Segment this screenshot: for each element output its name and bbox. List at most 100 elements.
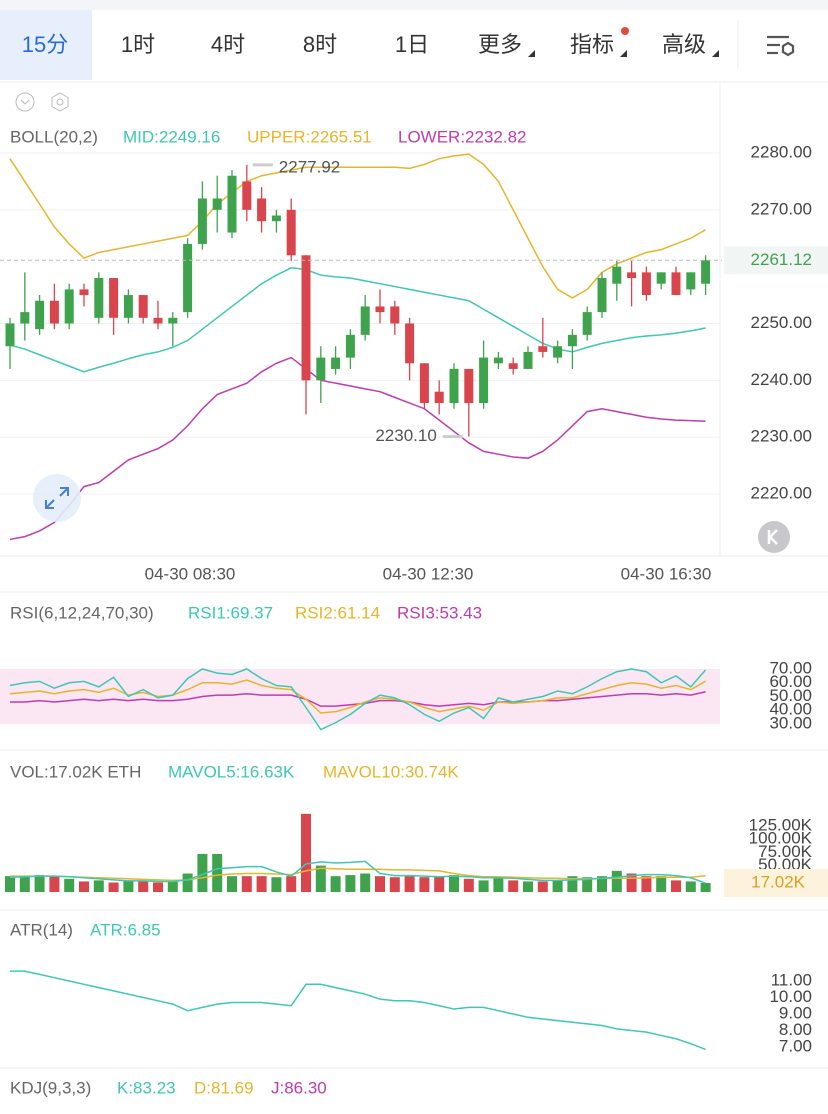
candle-body [168,317,178,324]
volume-bar [5,876,15,892]
indicator-label: LOWER:2232.82 [398,127,527,146]
volume-bar [241,876,252,892]
candle-body [538,346,548,352]
volume-bar [212,853,223,892]
candle-body [597,278,607,313]
settings-hex-dot [56,98,64,106]
candle-body [257,198,267,222]
last-price-box [724,246,828,275]
settings-icon[interactable] [767,35,795,57]
volume-bar [656,876,667,892]
tab[interactable]: 高级 [662,32,706,57]
volume-bar [123,880,134,892]
y-tick-label: 60.00 [769,672,812,691]
indicator-label: RSI(6,12,24,70,30) [10,603,154,622]
volume-bar [375,876,385,892]
y-tick-label: 2270.00 [751,199,812,218]
candle-body [301,255,311,381]
lower-band [9,356,706,541]
time-label: 04-30 12:30 [383,564,474,583]
candle-body [123,295,133,318]
volume-bar [523,881,533,892]
candle-body [49,300,59,324]
candle-body [271,215,281,222]
volume-bar [167,880,178,892]
candle-body [523,351,533,369]
tab[interactable]: 指标 [570,32,614,57]
y-tick-label: 70.00 [769,658,812,677]
volume-bar [597,876,607,892]
candle-body [508,363,518,369]
dropdown-arrow [712,50,719,57]
indicator-label: ATR:6.85 [90,920,161,939]
volume-bar [434,876,445,892]
candle-body [671,272,681,296]
y-tick-label: 30.00 [769,713,812,732]
candle-body [35,300,45,330]
candle-body [553,346,563,358]
volume-bar [315,865,326,892]
expand-button[interactable] [33,474,81,522]
volume-bar [93,880,104,892]
volume-bar [227,876,237,892]
volume-bar [611,870,622,892]
settings-hex[interactable] [51,92,69,112]
volume-bar [19,876,30,892]
volume-bar [108,882,119,892]
indicator-label: VOL:17.02K ETH [10,762,141,781]
y-tick-label: 2230.00 [751,427,812,446]
candle-body [316,357,326,381]
indicator-label: UPPER:2265.51 [247,127,372,146]
indicator-label: KDJ(9,3,3) [10,1078,91,1097]
tab-selected-bg [0,10,92,80]
y-tick-label: 100.00K [749,829,813,848]
candle-body [405,323,415,364]
y-tick-label: 9.00 [779,1003,812,1022]
indicator-label: RSI1:69.37 [188,603,273,622]
rsi1-line [9,668,707,731]
volume-bar [419,877,430,892]
volume-bar [552,880,563,892]
tab[interactable]: 8时 [303,32,337,57]
tab[interactable]: 1时 [121,32,155,57]
candle-body [449,368,459,404]
volume-bar [360,873,371,892]
candle-body [567,334,577,347]
volume-bar [153,882,163,892]
volume-bar [404,876,415,892]
tab[interactable]: 更多 [478,32,522,57]
tab[interactable]: 1日 [395,32,429,57]
volume-bar [256,876,267,892]
vol-last-label: 17.02K [751,872,806,891]
indicator-label: RSI3:53.43 [397,603,482,622]
tab[interactable]: 15分 [22,32,68,57]
indicator-label: MID:2249.16 [123,127,220,146]
y-tick-label: 2220.00 [751,483,812,502]
candle-body [183,243,193,313]
y-tick-label: 2280.00 [751,142,812,161]
dropdown-arrow [620,50,627,57]
jump-latest-button[interactable] [758,521,790,553]
candle-body [464,368,474,404]
candle-body [242,181,252,210]
y-tick-label: 75.00K [758,842,813,861]
y-tick-label: 2250.00 [751,313,812,332]
min-label: 2230.10 [375,426,436,445]
collapse-icon[interactable] [15,92,35,112]
candle-body [612,266,622,284]
candle-body [64,289,74,324]
y-tick-label: 50.00 [769,686,812,705]
y-tick-label: 7.00 [779,1036,812,1055]
indicator-label: ATR(14) [10,920,73,939]
y-tick-label: 8.00 [779,1020,812,1039]
candle-body [20,312,30,324]
volume-bar [626,873,637,892]
mavol5-line [9,860,706,884]
time-label: 04-30 16:30 [621,564,712,583]
candle-body [109,278,119,318]
tab[interactable]: 4时 [211,32,245,57]
volume-bar [478,880,489,892]
candle-body [345,334,355,358]
candle-body [656,272,666,284]
